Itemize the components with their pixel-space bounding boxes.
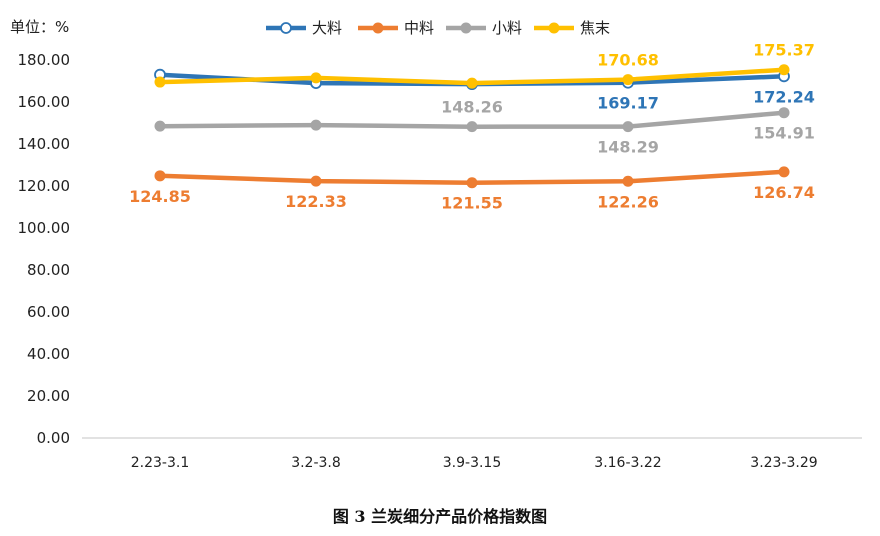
data-label: 172.24	[753, 87, 815, 106]
axes-layer: 0.00 20.00 40.00 60.00 80.00 100.00 120.00 140.…	[18, 51, 862, 471]
data-point	[622, 121, 634, 133]
data-point	[154, 76, 166, 88]
y-tick-label: 120.00	[18, 177, 71, 195]
y-tick-label: 20.00	[27, 387, 70, 405]
x-tick-label: 3.23-3.29	[750, 455, 817, 471]
data-label: 148.26	[441, 98, 503, 117]
x-tick-label: 3.16-3.22	[594, 455, 661, 471]
data-point	[622, 175, 634, 187]
data-point	[466, 177, 478, 189]
legend-label: 大料	[312, 19, 342, 37]
data-label: 121.55	[441, 194, 503, 213]
legend-label: 小料	[492, 19, 522, 37]
legend-marker	[548, 22, 560, 34]
x-tick-label: 3.9-3.15	[443, 455, 502, 471]
data-label: 148.29	[597, 138, 659, 157]
data-label: 169.17	[597, 94, 659, 113]
data-labels-layer: 169.17 172.24 124.85 122.33 121.55 122.26 126.…	[129, 41, 815, 213]
data-point	[310, 119, 322, 131]
y-tick-label: 40.00	[27, 345, 70, 363]
y-tick-label: 180.00	[18, 51, 71, 69]
data-point	[778, 166, 790, 178]
legend-marker	[280, 22, 292, 34]
data-point	[154, 120, 166, 132]
data-label: 126.74	[753, 183, 815, 202]
series-layer	[154, 64, 790, 189]
legend-marker	[372, 22, 384, 34]
data-label: 124.85	[129, 187, 191, 206]
legend-marker	[460, 22, 472, 34]
legend-label: 中料	[404, 19, 434, 37]
data-point	[778, 64, 790, 76]
y-tick-label: 60.00	[27, 303, 70, 321]
data-label: 122.26	[597, 192, 659, 211]
data-point	[466, 121, 478, 133]
data-label: 154.91	[753, 124, 815, 143]
data-point	[154, 170, 166, 182]
data-point	[622, 74, 634, 86]
data-point	[466, 77, 478, 89]
data-point	[310, 175, 322, 187]
data-label: 175.37	[753, 41, 815, 60]
data-label: 170.68	[597, 51, 659, 70]
y-tick-label: 0.00	[37, 429, 70, 447]
unit-label: 单位：%	[10, 18, 69, 36]
data-point	[778, 107, 790, 119]
y-tick-label: 80.00	[27, 261, 70, 279]
y-tick-label: 160.00	[18, 93, 71, 111]
data-point	[310, 72, 322, 84]
figure-caption: 图 3 兰炭细分产品价格指数图	[333, 507, 547, 526]
data-label: 122.33	[285, 192, 347, 211]
x-tick-label: 2.23-3.1	[131, 455, 190, 471]
legend-label: 焦末	[580, 19, 610, 37]
legend: 大料 中料 小料 焦末	[266, 19, 610, 37]
y-tick-label: 100.00	[18, 219, 71, 237]
x-tick-label: 3.2-3.8	[291, 455, 341, 471]
y-tick-label: 140.00	[18, 135, 71, 153]
